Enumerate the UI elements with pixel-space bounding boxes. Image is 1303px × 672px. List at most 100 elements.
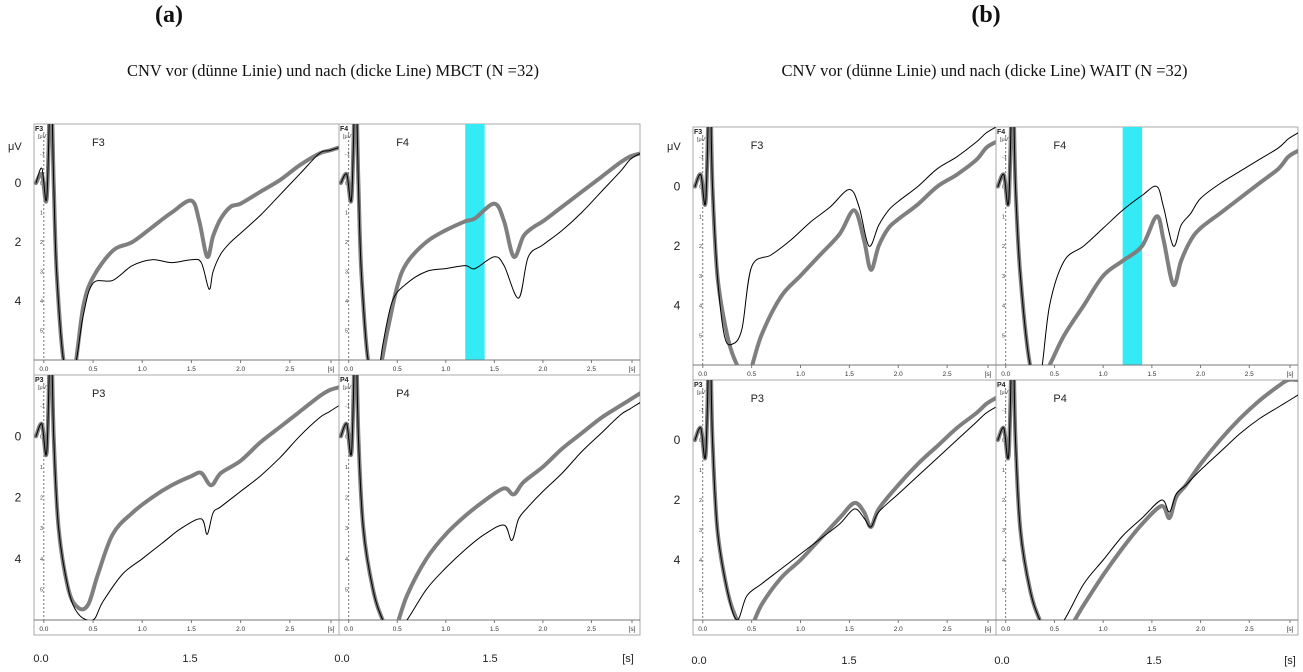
y-tick-label: -1 bbox=[40, 152, 45, 158]
corner-channel-label: P3 bbox=[35, 377, 44, 384]
y-tick-label: 4 bbox=[345, 299, 348, 305]
y-tick-label: 1 bbox=[40, 211, 43, 217]
x-tick-label: 2.5 bbox=[285, 626, 294, 633]
outer-x-tick-label: 0.0 bbox=[334, 653, 349, 665]
unit-label: μV bbox=[667, 141, 681, 153]
x-tick-label: 0.5 bbox=[393, 626, 402, 633]
corner-channel-label: F3 bbox=[694, 129, 702, 136]
y-tick-label: 2 bbox=[40, 240, 43, 246]
corner-unit-label: [μV] bbox=[343, 134, 353, 140]
corner-unit-label: [μV] bbox=[697, 390, 707, 396]
x-tick-label: 1.5 bbox=[490, 626, 499, 633]
x-tick-label: 0.0 bbox=[1001, 626, 1010, 633]
y-tick-label: 1 bbox=[345, 465, 348, 471]
x-tick-label: 2.5 bbox=[943, 371, 952, 378]
y-tick-label: 5 bbox=[345, 587, 348, 593]
x-tick-label: 0.0 bbox=[39, 366, 48, 373]
y-tick-label: 0 bbox=[1002, 185, 1005, 191]
outer-y-tick-label: 4 bbox=[674, 553, 681, 567]
series-thick bbox=[339, 375, 640, 620]
y-tick-label: 2 bbox=[1002, 498, 1005, 504]
y-tick-label: 3 bbox=[345, 270, 348, 276]
x-tick-label: 2.0 bbox=[894, 371, 903, 378]
y-tick-label: 0 bbox=[345, 434, 348, 440]
x-tick-label: 2.5 bbox=[1245, 371, 1254, 378]
x-tick-label: 2.5 bbox=[285, 366, 294, 373]
y-tick-label: 5 bbox=[699, 333, 702, 339]
y-tick-label: 0 bbox=[40, 434, 43, 440]
y-tick-label: 4 bbox=[345, 557, 348, 563]
channel-title: P4 bbox=[1053, 393, 1066, 405]
y-tick-label: 2 bbox=[699, 244, 702, 250]
corner-unit-label: [μV] bbox=[38, 134, 48, 140]
corner-channel-label: P3 bbox=[694, 382, 703, 389]
x-tick-label: 0.0 bbox=[39, 626, 48, 633]
outer-x-tick-label: 0.0 bbox=[33, 653, 48, 665]
y-tick-label: -1 bbox=[1002, 408, 1007, 414]
corner-unit-label: [μV] bbox=[697, 137, 707, 143]
outer-y-tick-label: 2 bbox=[674, 239, 681, 253]
x-tick-label: 2.0 bbox=[1196, 371, 1205, 378]
channel-title: F4 bbox=[396, 137, 409, 149]
x-tick-label: 1.0 bbox=[138, 626, 147, 633]
series-thin bbox=[694, 380, 996, 620]
y-tick-label: 3 bbox=[40, 526, 43, 532]
y-tick-label: 4 bbox=[1002, 304, 1005, 310]
x-tick-label: [s] bbox=[629, 626, 636, 633]
subplot-frame bbox=[338, 123, 641, 376]
corner-unit-label: [μV] bbox=[1000, 390, 1010, 396]
y-tick-label: 5 bbox=[40, 587, 43, 593]
outer-x-tick-label: 0.0 bbox=[691, 655, 706, 667]
outer-x-tick-label: [s] bbox=[622, 653, 634, 665]
y-tick-label: 1 bbox=[699, 468, 702, 474]
x-tick-label: 0.5 bbox=[1050, 626, 1059, 633]
outer-y-tick-label: 2 bbox=[674, 493, 681, 507]
x-tick-label: 0.0 bbox=[1001, 371, 1010, 378]
x-tick-label: 0.5 bbox=[1050, 371, 1059, 378]
x-tick-label: 2.0 bbox=[1196, 626, 1205, 633]
series-thin bbox=[340, 375, 640, 620]
x-tick-label: 0.0 bbox=[344, 366, 353, 373]
x-tick-label: 0.5 bbox=[747, 626, 756, 633]
x-tick-label: 2.5 bbox=[943, 626, 952, 633]
outer-x-tick-label: 1.5 bbox=[841, 655, 856, 667]
x-tick-label: [s] bbox=[985, 626, 992, 633]
y-tick-label: 0 bbox=[699, 438, 702, 444]
x-tick-label: 0.5 bbox=[747, 371, 756, 378]
y-tick-label: 2 bbox=[40, 496, 43, 502]
corner-unit-label: [μV] bbox=[38, 385, 48, 391]
highlight-band bbox=[465, 124, 485, 360]
corner-channel-label: F4 bbox=[340, 126, 348, 133]
x-tick-label: 1.0 bbox=[796, 626, 805, 633]
series-thin bbox=[340, 124, 640, 360]
x-tick-label: 1.0 bbox=[796, 371, 805, 378]
y-tick-label: 4 bbox=[40, 557, 43, 563]
y-tick-label: 3 bbox=[345, 526, 348, 532]
x-tick-label: 1.5 bbox=[845, 626, 854, 633]
y-tick-label: 2 bbox=[345, 240, 348, 246]
outer-y-tick-label: 0 bbox=[674, 433, 681, 447]
subplot-frame bbox=[692, 126, 997, 381]
panel-b-title: CNV vor (dünne Linie) und nach (dicke Li… bbox=[781, 61, 1188, 80]
y-tick-label: 1 bbox=[1002, 468, 1005, 474]
outer-y-tick-label: 4 bbox=[15, 552, 22, 566]
y-tick-label: 5 bbox=[345, 329, 348, 335]
x-tick-label: 0.0 bbox=[698, 626, 707, 633]
y-tick-label: 4 bbox=[1002, 558, 1005, 564]
x-tick-label: 1.0 bbox=[441, 366, 450, 373]
y-tick-label: 2 bbox=[1002, 244, 1005, 250]
channel-title: F3 bbox=[92, 137, 105, 149]
outer-labels-a: μV 0 2 4 0 2 4 0.0 1.5 0.0 1.5 [s] bbox=[8, 141, 634, 665]
outer-y-tick-label: 2 bbox=[15, 235, 22, 249]
y-tick-label: 3 bbox=[699, 528, 702, 534]
x-tick-label: 1.5 bbox=[845, 371, 854, 378]
y-tick-label: 1 bbox=[345, 211, 348, 217]
outer-x-tick-label: 1.5 bbox=[482, 653, 497, 665]
x-tick-label: 2.0 bbox=[236, 366, 245, 373]
series-thin bbox=[35, 124, 339, 360]
